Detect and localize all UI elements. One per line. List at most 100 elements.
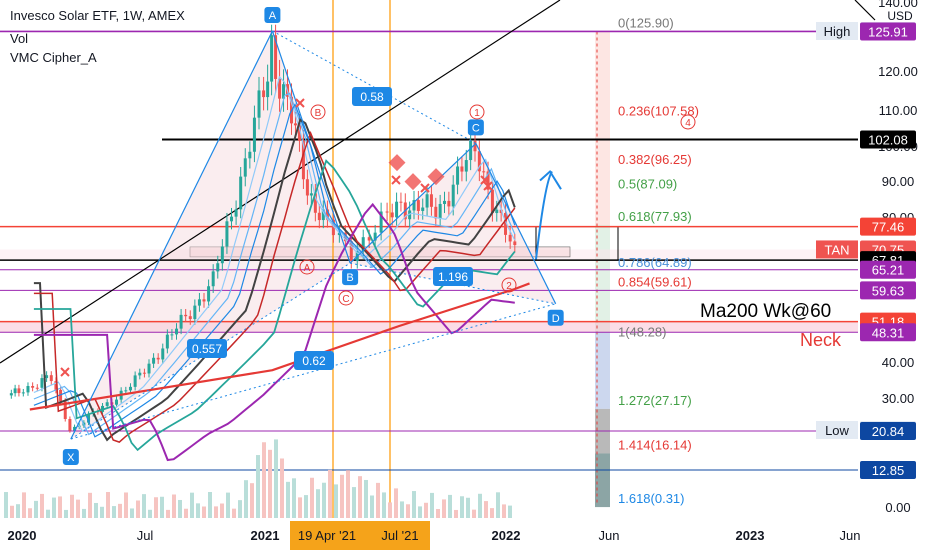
volume-bar	[328, 469, 332, 518]
volume-bar	[466, 497, 470, 518]
cipher-cross	[295, 98, 305, 108]
volume-bar	[166, 509, 170, 518]
cipher-cross	[391, 175, 401, 185]
price-badge-bg	[860, 281, 916, 300]
volume-bar	[430, 492, 434, 518]
volume-bar	[352, 487, 356, 518]
price-badge-label: TAN	[824, 242, 849, 257]
volume-bar	[304, 495, 308, 518]
candle-body	[313, 193, 317, 213]
candle-body	[412, 200, 416, 211]
pattern-leg-XA	[70, 30, 273, 440]
candle-body	[438, 203, 442, 219]
volume-bar	[364, 479, 368, 518]
candle-body	[508, 234, 512, 242]
price-badge-bg	[860, 22, 916, 41]
volume-bar	[340, 474, 344, 518]
projection-arrow	[535, 170, 553, 260]
volume-bar	[232, 508, 236, 518]
candle-body	[31, 385, 35, 388]
price-badge-bg	[860, 323, 916, 342]
volume-bar	[160, 496, 164, 518]
volume-bar	[262, 442, 266, 518]
candle-body	[68, 418, 72, 431]
candle-body	[26, 385, 30, 393]
volume-bar	[106, 492, 110, 518]
volume-bar	[388, 502, 392, 518]
candle-body	[63, 401, 67, 419]
candle-body	[274, 35, 278, 79]
volume-bar	[40, 493, 44, 518]
volume-bar	[238, 500, 242, 518]
fib-level-label: 1.618(0.31)	[618, 491, 685, 506]
volume-bar	[130, 508, 134, 518]
candle-body	[142, 372, 146, 374]
volume-bar	[400, 501, 404, 518]
volume-bar	[4, 492, 8, 518]
price-badge-label: High	[824, 24, 851, 39]
candle-body	[293, 123, 297, 126]
volume-bar	[310, 477, 314, 518]
candle-body	[331, 219, 335, 236]
volume-bar	[424, 502, 428, 518]
candle-body	[216, 263, 220, 272]
candle-body	[337, 232, 341, 236]
volume-bar	[436, 509, 440, 518]
wave-label: C	[342, 294, 349, 305]
candle-body	[305, 179, 309, 196]
candle-body	[317, 212, 321, 221]
candle-body	[21, 392, 25, 394]
volume-bar	[58, 496, 62, 518]
price-badge-value: 65.21	[872, 263, 905, 278]
candle-body	[147, 363, 151, 374]
candle-body	[429, 194, 433, 207]
price-badge-value: 125.91	[868, 24, 908, 39]
x-tick-label: Jun	[599, 528, 620, 543]
volume-bar	[154, 497, 158, 518]
volume-bar	[490, 508, 494, 518]
pattern-dotted-XD	[70, 303, 556, 440]
candle-body	[207, 286, 211, 302]
indicator-label: VMC Cipher_A	[10, 50, 97, 65]
candle-body	[434, 206, 438, 219]
candle-body	[301, 140, 305, 180]
x-tick-label: 2020	[8, 528, 37, 543]
candle-body	[257, 90, 261, 118]
candle-body	[220, 246, 224, 264]
price-badge-bg	[860, 217, 916, 236]
volume-bar	[184, 508, 188, 518]
candle-body	[156, 357, 160, 360]
candle-body	[379, 211, 383, 233]
cipher-cross	[480, 175, 490, 185]
neck-zone	[0, 321, 858, 333]
candle-body	[309, 193, 313, 196]
candle-body	[349, 241, 353, 262]
candle-body	[45, 375, 49, 379]
volume-bar	[76, 499, 80, 518]
volume-bar	[382, 492, 386, 518]
volume-bar	[82, 508, 86, 518]
volume-bar	[52, 497, 56, 518]
pattern-point-box	[342, 269, 359, 286]
candle-body	[390, 212, 394, 218]
price-badge-bg	[860, 130, 916, 149]
volume-bar	[442, 499, 446, 518]
price-badge-label-bg	[816, 240, 858, 259]
volume-bar	[256, 455, 260, 518]
candle-body	[321, 209, 325, 221]
candle-body	[124, 390, 128, 392]
candle-body	[138, 372, 142, 376]
fib-level-label: 1.272(27.17)	[618, 393, 692, 408]
volume-bar	[418, 506, 422, 518]
wave-circle	[680, 114, 696, 130]
cipher-diamond	[404, 173, 422, 191]
annotation-neck: Neck	[800, 330, 842, 350]
candle-body	[482, 171, 486, 173]
candle-body	[49, 375, 53, 382]
y-tick-label: 140.00	[878, 0, 918, 10]
trend-line	[0, 0, 561, 364]
candle-body	[266, 81, 270, 98]
pattern-ratio-label: 0.62	[302, 354, 326, 368]
x-tick-label: 19 Apr '21	[298, 528, 356, 543]
